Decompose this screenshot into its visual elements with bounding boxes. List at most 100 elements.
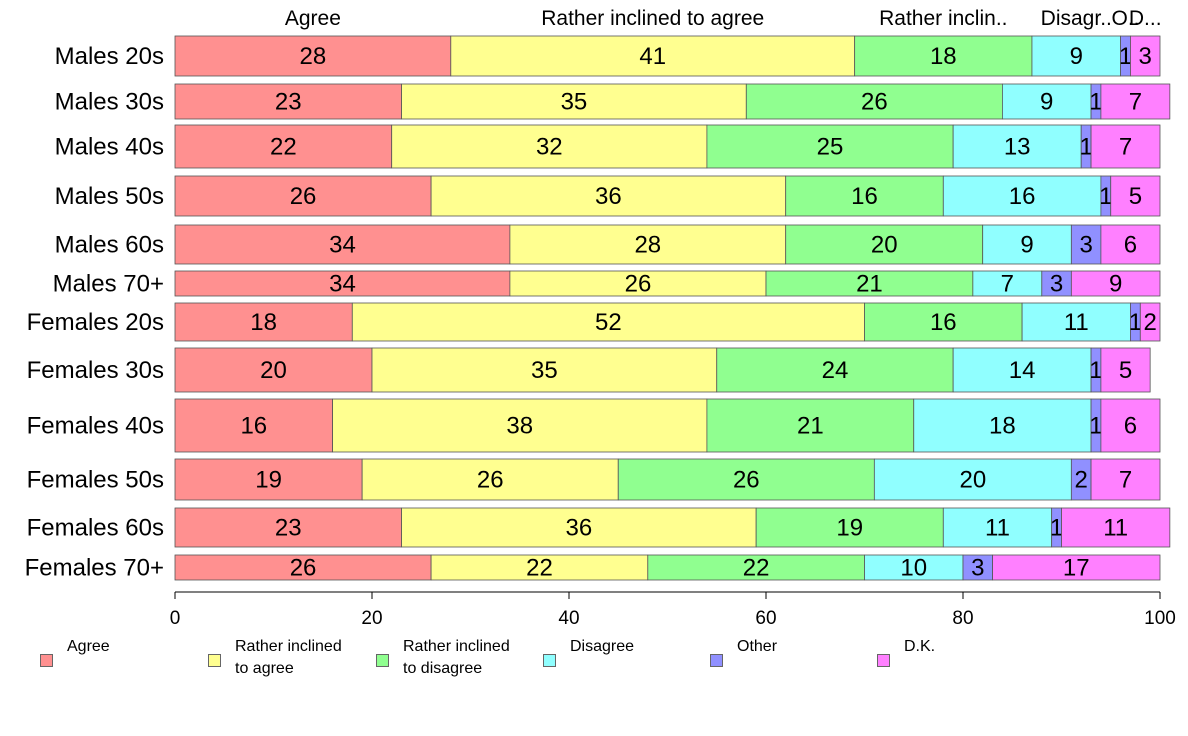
data-label-males-20s-disagree: 9 [1070, 43, 1083, 70]
stacked-bar-chart: Agree Rather inclined to agree Rather incl… [25, 7, 1176, 629]
legend-label-agree: Agree [67, 638, 110, 655]
bar-males-60s-d-k [1100, 224, 1161, 265]
bar-females-70-d-k [992, 554, 1161, 581]
category-label-females-40s: Females 40s [27, 413, 164, 440]
bar-females-70-rather-inclined-to-disagree [647, 554, 865, 581]
x-axis: 0 20 40 60 80 100 [170, 591, 1176, 629]
data-label-males-50s-disagree: 16 [1009, 183, 1036, 210]
category-label-females-30s: Females 30s [27, 357, 164, 384]
data-label-males-70-d-k: 9 [1109, 271, 1122, 298]
category-label-males-50s: Males 50s [55, 183, 164, 210]
bar-males-70-agree [174, 270, 511, 297]
data-label-males-50s-rather-inclined-to-agree: 36 [595, 183, 622, 210]
bar-males-50s-disagree [942, 175, 1102, 217]
x-tick-label-40: 40 [558, 608, 579, 629]
bars-group: 28 41 18 9 1 323 35 26 9 1 722 32 25 13 1 726 36 16 16 1 534… [174, 35, 1171, 582]
series-top-label-rather-inclined-to-disagree: Rather inclin.. [879, 7, 1007, 30]
bar-females-40s-rather-inclined-to-agree [332, 398, 708, 453]
legend-swatch-other [710, 654, 723, 667]
bar-males-40s-agree [174, 124, 393, 169]
data-label-males-50s-rather-inclined-to-disagree: 16 [851, 183, 878, 210]
data-label-females-30s-disagree: 14 [1009, 357, 1036, 384]
data-label-males-50s-agree: 26 [290, 183, 317, 210]
data-label-females-70-rather-inclined-to-agree: 22 [526, 555, 553, 582]
data-label-females-60s-disagree: 11 [985, 515, 1010, 542]
bar-females-50s-disagree [873, 458, 1072, 501]
bar-females-30s-rather-inclined-to-agree [371, 347, 718, 393]
legend-swatch-disagree [543, 654, 556, 667]
data-label-females-20s-rather-inclined-to-agree: 52 [595, 309, 622, 336]
bar-females-40s-d-k [1100, 398, 1161, 453]
data-label-males-30s-disagree: 9 [1040, 89, 1053, 116]
data-label-females-60s-d-k: 11 [1103, 515, 1128, 542]
category-label-males-70: Males 70+ [53, 271, 164, 298]
data-label-males-60s-agree: 34 [329, 232, 356, 259]
category-label-males-40s: Males 40s [55, 134, 164, 161]
data-label-females-40s-rather-inclined-to-agree: 38 [506, 413, 533, 440]
bar-males-60s-agree [174, 224, 511, 265]
data-label-females-50s-disagree: 20 [959, 467, 986, 494]
data-label-females-70-d-k: 17 [1063, 555, 1090, 582]
data-label-females-40s-rather-inclined-to-disagree: 21 [797, 413, 824, 440]
data-label-males-40s-rather-inclined-to-disagree: 25 [817, 134, 844, 161]
series-top-label-rather-inclined-to-agree: Rather inclined to agree [541, 7, 764, 30]
data-label-females-20s-agree: 18 [250, 309, 277, 336]
series-top-label-other: O.. [1112, 7, 1140, 30]
data-label-females-30s-rather-inclined-to-agree: 35 [531, 357, 558, 384]
series-top-label-d-k: D... [1129, 7, 1162, 30]
legend-item-rather-disagree: Rather inclined to disagree [376, 636, 510, 680]
bar-males-50s-rather-inclined-to-agree [430, 175, 787, 217]
legend-item-agree: Agree [40, 636, 110, 667]
data-label-females-30s-other: 1 [1089, 357, 1102, 384]
data-label-females-50s-rather-inclined-to-disagree: 26 [733, 467, 760, 494]
data-label-females-40s-other: 1 [1089, 413, 1102, 440]
data-label-males-40s-rather-inclined-to-agree: 32 [536, 134, 563, 161]
bar-females-50s-d-k [1090, 458, 1161, 501]
data-label-males-70-agree: 34 [329, 271, 356, 298]
bar-males-50s-d-k [1110, 175, 1161, 217]
legend-label-other: Other [737, 638, 778, 655]
bar-females-50s-agree [174, 458, 363, 501]
data-label-females-50s-other: 2 [1075, 467, 1088, 494]
category-label-males-20s: Males 20s [55, 43, 164, 70]
data-label-males-30s-agree: 23 [275, 89, 302, 116]
bar-males-70-rather-inclined-to-disagree [765, 270, 974, 297]
legend-item-disagree: Disagree [543, 636, 634, 667]
legend-swatch-rather-disagree [376, 654, 389, 667]
legend-label-dk: D.K. [904, 638, 936, 655]
x-tick-label-100: 100 [1144, 608, 1176, 629]
data-label-males-40s-other: 1 [1079, 134, 1092, 161]
data-label-males-60s-rather-inclined-to-disagree: 20 [871, 232, 898, 259]
series-top-labels: Agree Rather inclined to agree Rather incl… [285, 7, 1162, 30]
bar-females-20s-rather-inclined-to-disagree [864, 302, 1023, 342]
data-label-females-20s-disagree: 11 [1064, 309, 1089, 336]
bar-females-20s-d-k [1139, 302, 1161, 342]
category-label-females-60s: Females 60s [27, 515, 164, 542]
legend-swatch-dk [877, 654, 890, 667]
legend-item-dk: D.K. [877, 636, 935, 667]
legend-label-disagree: Disagree [570, 638, 635, 655]
bar-females-70-disagree [864, 554, 964, 581]
data-label-females-70-other: 3 [971, 555, 984, 582]
bar-males-50s-agree [174, 175, 432, 217]
legend-item-rather-agree: Rather inclined to agree [208, 636, 342, 680]
data-label-females-60s-rather-inclined-to-disagree: 19 [836, 515, 863, 542]
bar-males-60s-rather-inclined-to-disagree [785, 224, 984, 265]
bar-females-20s-disagree [1021, 302, 1131, 342]
data-label-males-70-rather-inclined-to-disagree: 21 [856, 271, 883, 298]
data-label-males-30s-rather-inclined-to-agree: 35 [561, 89, 588, 116]
bar-males-20s-rather-inclined-to-agree [450, 35, 856, 77]
bar-males-40s-rather-inclined-to-disagree [706, 124, 954, 169]
data-label-males-20s-agree: 28 [300, 43, 327, 70]
data-label-males-30s-d-k: 7 [1129, 89, 1142, 116]
data-label-females-70-disagree: 10 [900, 555, 927, 582]
bar-females-40s-rather-inclined-to-disagree [706, 398, 915, 453]
bar-males-70-disagree [972, 270, 1043, 297]
bar-males-40s-rather-inclined-to-agree [391, 124, 708, 169]
legend-label-rather-agree: Rather inclined to agree [235, 638, 342, 677]
legend-label-rather-disagree: Rather inclined to disagree [403, 638, 510, 677]
data-label-females-30s-d-k: 5 [1119, 357, 1132, 384]
category-label-females-70: Females 70+ [25, 555, 164, 582]
bar-males-70-rather-inclined-to-agree [509, 270, 767, 297]
bar-females-60s-agree [174, 507, 402, 548]
